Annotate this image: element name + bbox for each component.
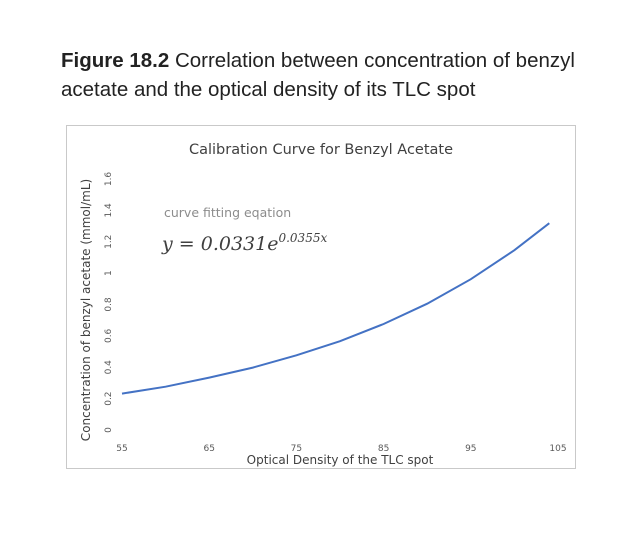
series-line [121, 222, 550, 395]
y-tick-label: 0 [104, 427, 114, 433]
x-tick-label: 65 [203, 444, 214, 454]
x-tick-label: 95 [465, 444, 476, 454]
y-tick-label: 0.8 [104, 297, 114, 312]
y-axis-label: Concentration of benzyl acetate (mmol/mL… [79, 179, 93, 441]
chart-title: Calibration Curve for Benzyl Acetate [189, 142, 453, 158]
y-tick-label: 0.6 [104, 328, 114, 343]
x-tick-label: 75 [291, 444, 302, 454]
fit-equation-exponent: 0.0355x [278, 231, 327, 245]
ticks-group: 55 65 75 85 95 105 0 0.2 0.4 0.6 0.8 1 1.2 1.4 1.6 [104, 172, 567, 454]
chart-frame [66, 125, 576, 469]
x-tick-label: 85 [378, 444, 389, 454]
y-tick-label: 1.4 [104, 203, 114, 218]
figure-caption-text: Correlation between concentration of ben… [61, 49, 575, 101]
y-tick-label: 0.2 [104, 391, 114, 405]
x-axis-label: Optical Density of the TLC spot [247, 453, 434, 467]
x-tick-label: 105 [549, 444, 566, 454]
x-tick-label: 55 [116, 444, 127, 454]
figure-caption: Figure 18.2 Correlation between concentr… [61, 46, 621, 104]
series-group [121, 222, 550, 395]
y-tick-label: 1.6 [104, 172, 114, 187]
figure-number: Figure 18.2 [61, 49, 170, 72]
fit-equation-base: y = 0.0331e [161, 233, 278, 255]
y-tick-label: 1.2 [104, 235, 114, 249]
y-tick-label: 1 [104, 270, 114, 276]
y-tick-label: 0.4 [104, 360, 114, 375]
annotation-label: curve fitting eqation [164, 205, 291, 220]
fit-equation: y = 0.0331e0.0355x [161, 231, 327, 255]
